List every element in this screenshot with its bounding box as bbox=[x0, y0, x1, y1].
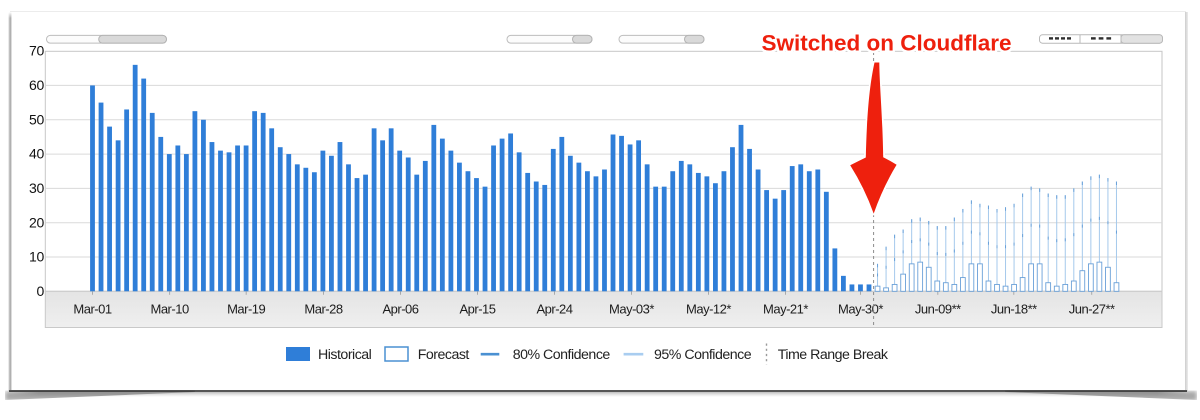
svg-text:0: 0 bbox=[37, 283, 45, 299]
svg-text:Mar-10: Mar-10 bbox=[151, 301, 189, 316]
svg-text:Apr-24: Apr-24 bbox=[536, 301, 572, 316]
svg-text:May-21*: May-21* bbox=[763, 301, 808, 316]
svg-text:20: 20 bbox=[29, 214, 44, 230]
svg-text:50: 50 bbox=[29, 111, 44, 127]
svg-text:Apr-06: Apr-06 bbox=[382, 301, 418, 316]
svg-text:Jun-09**: Jun-09** bbox=[915, 301, 961, 316]
svg-text:95% Confidence: 95% Confidence bbox=[654, 347, 752, 363]
svg-text:Apr-15: Apr-15 bbox=[459, 301, 495, 316]
svg-text:Historical: Historical bbox=[318, 347, 372, 363]
svg-text:Switched on Cloudflare: Switched on Cloudflare bbox=[761, 31, 1011, 56]
svg-text:80% Confidence: 80% Confidence bbox=[513, 347, 611, 363]
svg-text:Jun-27**: Jun-27** bbox=[1069, 301, 1115, 316]
svg-text:40: 40 bbox=[29, 146, 44, 162]
svg-text:May-03*: May-03* bbox=[609, 301, 654, 316]
svg-text:30: 30 bbox=[29, 180, 44, 196]
svg-text:Mar-19: Mar-19 bbox=[227, 301, 265, 316]
svg-text:Mar-01: Mar-01 bbox=[73, 301, 111, 316]
svg-text:10: 10 bbox=[29, 249, 44, 265]
svg-text:Jun-18**: Jun-18** bbox=[991, 301, 1037, 316]
svg-text:70: 70 bbox=[29, 43, 44, 59]
svg-text:Forecast: Forecast bbox=[418, 347, 470, 363]
svg-text:Mar-28: Mar-28 bbox=[304, 301, 342, 316]
svg-text:May-30*: May-30* bbox=[838, 301, 883, 316]
svg-text:May-12*: May-12* bbox=[686, 301, 731, 316]
svg-text:Time Range Break: Time Range Break bbox=[778, 347, 889, 363]
svg-text:60: 60 bbox=[29, 77, 44, 93]
